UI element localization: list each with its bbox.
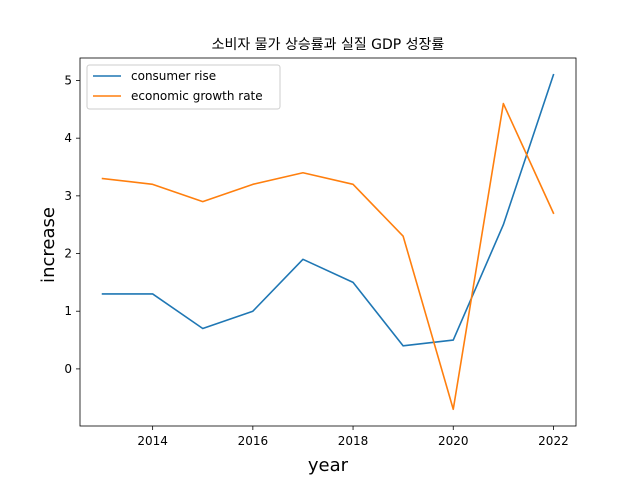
y-tick-label: 2	[64, 247, 72, 261]
x-axis: 2014 2016 2018 2020 2022	[137, 426, 569, 448]
y-tick-label: 4	[64, 131, 72, 145]
legend: consumer rise economic growth rate	[86, 64, 281, 110]
y-axis: 0 1 2 3 4 5	[64, 73, 80, 376]
series-line-1	[101, 73, 555, 347]
y-tick-label: 5	[64, 73, 72, 87]
legend-box	[86, 64, 281, 110]
chart-title: 소비자 물가 상승률과 실질 GDP 성장률	[212, 37, 445, 53]
x-tick-label: 2022	[538, 434, 569, 448]
x-tick-label: 2016	[238, 434, 269, 448]
plot-frame	[79, 57, 577, 427]
y-tick-label: 0	[64, 362, 72, 376]
y-tick-label: 3	[64, 189, 72, 203]
legend-label: consumer rise	[131, 69, 216, 83]
series-line-2	[101, 102, 555, 411]
y-tick-label: 1	[64, 304, 72, 318]
x-axis-label: year	[308, 455, 349, 476]
legend-label: economic growth rate	[131, 89, 263, 103]
plot-area	[101, 73, 555, 411]
x-tick-label: 2014	[137, 434, 168, 448]
x-tick-label: 2018	[338, 434, 369, 448]
x-tick-label: 2020	[438, 434, 469, 448]
y-axis-label: increase	[38, 207, 59, 283]
